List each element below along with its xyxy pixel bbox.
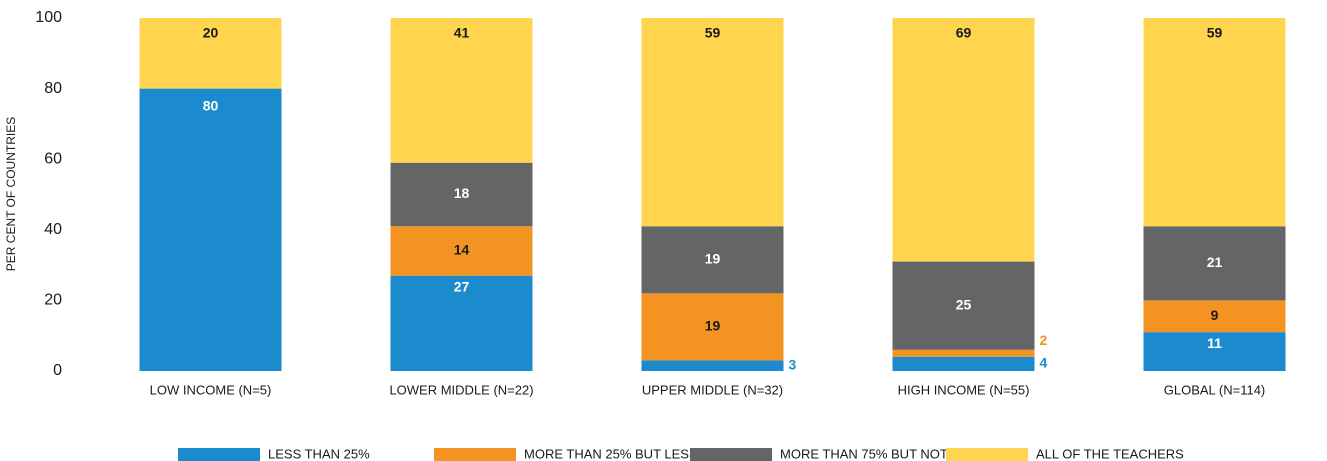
bar-segment — [1143, 332, 1286, 371]
bar-segment — [641, 360, 784, 371]
bar-segment — [1143, 300, 1286, 333]
data-label: 19 — [705, 251, 721, 267]
data-label: 41 — [454, 25, 470, 41]
y-tick-label: 60 — [44, 150, 62, 167]
bar-segment — [641, 226, 784, 294]
data-label: 21 — [1207, 254, 1223, 270]
bar-segment — [641, 18, 784, 227]
y-axis-label: PER CENT OF COUNTRIES — [4, 117, 18, 271]
data-label: 27 — [454, 278, 470, 294]
x-tick-label: LOWER MIDDLE (N=22) — [389, 382, 533, 397]
data-label: 20 — [203, 25, 219, 41]
y-tick-label: 0 — [53, 362, 62, 379]
legend-swatch — [178, 448, 260, 461]
data-label: 19 — [705, 318, 721, 334]
data-label: 2 — [1040, 332, 1048, 348]
legend-swatch — [946, 448, 1028, 461]
data-label: 80 — [203, 97, 219, 113]
bar-segment — [1143, 18, 1286, 227]
bar-segment — [390, 18, 533, 163]
bar-segment — [390, 226, 533, 276]
y-tick-label: 20 — [44, 292, 62, 309]
y-tick-label: 80 — [44, 80, 62, 97]
bar-segment — [139, 88, 282, 371]
data-label: 3 — [789, 356, 797, 372]
legend-label: LESS THAN 25% — [268, 446, 370, 461]
data-label: 59 — [705, 25, 721, 41]
bar-segment — [892, 18, 1035, 262]
bar-segment — [390, 162, 533, 227]
legend-swatch — [690, 448, 772, 461]
bar-segment — [892, 349, 1035, 357]
legend-swatch — [434, 448, 516, 461]
data-label: 14 — [454, 242, 470, 258]
y-tick-label: 100 — [35, 9, 62, 26]
y-tick-label: 40 — [44, 221, 62, 238]
data-label: 25 — [956, 296, 972, 312]
data-label: 69 — [956, 25, 972, 41]
legend-label: ALL OF THE TEACHERS — [1036, 446, 1184, 461]
bar-segment — [1143, 226, 1286, 301]
bar-segment — [390, 275, 533, 371]
data-label: 4 — [1040, 355, 1048, 371]
bar-segment — [139, 18, 282, 89]
bar-segment — [892, 261, 1035, 350]
bar-segment — [892, 356, 1035, 371]
data-label: 9 — [1211, 307, 1219, 323]
data-label: 11 — [1207, 335, 1222, 351]
x-tick-label: GLOBAL (N=114) — [1164, 382, 1266, 397]
x-tick-label: LOW INCOME (N=5) — [150, 382, 272, 397]
data-label: 18 — [454, 185, 470, 201]
data-label: 59 — [1207, 25, 1223, 41]
bar-segment — [641, 293, 784, 361]
x-tick-label: HIGH INCOME (N=55) — [898, 382, 1030, 397]
x-tick-label: UPPER MIDDLE (N=32) — [642, 382, 783, 397]
legend-label: MORE THAN 75% BUT NOT ALL — [780, 446, 974, 461]
